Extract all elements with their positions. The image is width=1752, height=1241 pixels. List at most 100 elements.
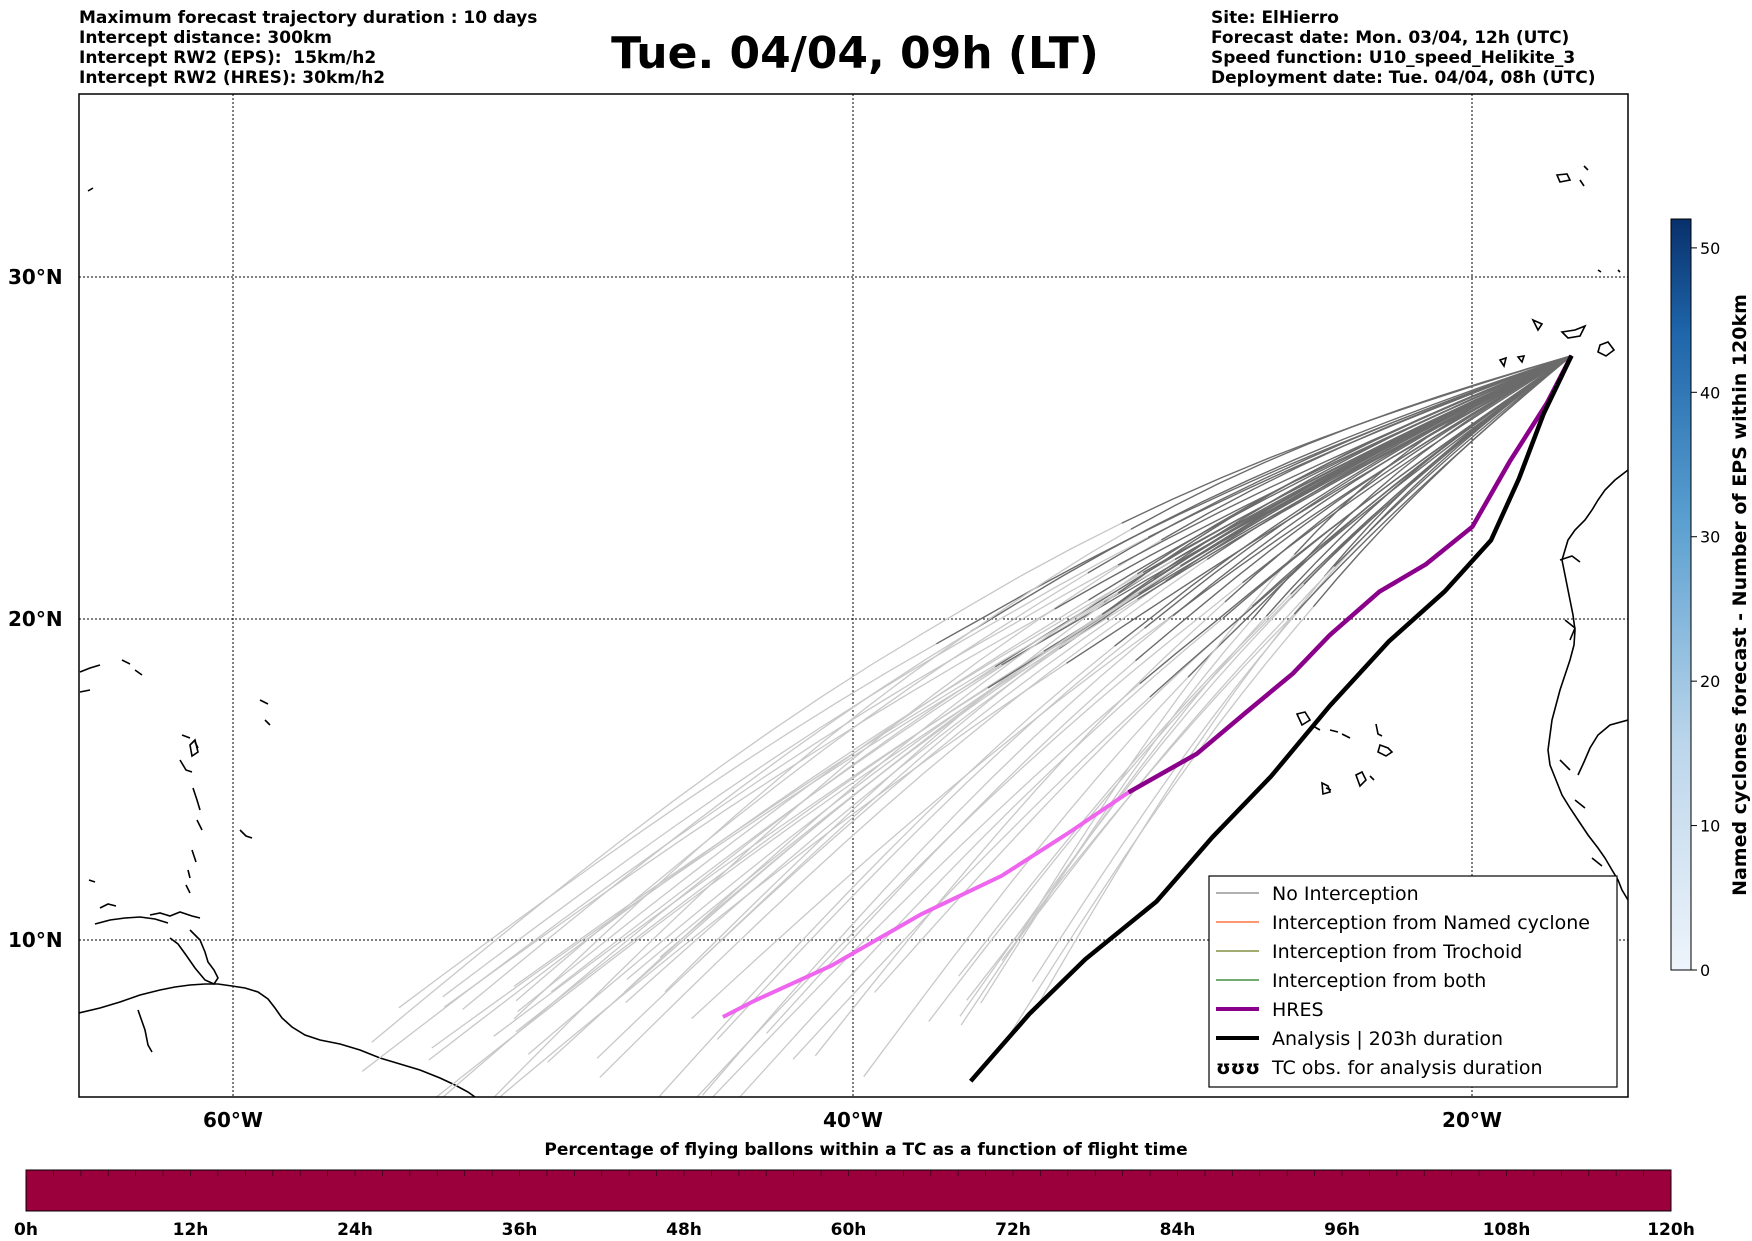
ensemble-track-late	[547, 613, 1103, 1063]
ensemble-track-late	[711, 683, 1141, 1097]
colorbar-right-tick-label: 20	[1700, 672, 1720, 691]
ensemble-track-late	[874, 606, 1253, 993]
ensemble-track-late	[599, 558, 1208, 1078]
legend-label: No Interception	[1272, 883, 1419, 905]
lat-label-20n: 20°N	[8, 607, 63, 631]
ensemble-track-late	[792, 696, 1151, 1060]
map-frame	[78, 93, 1629, 1098]
ensemble-track	[1293, 355, 1572, 615]
ensemble-track-late	[431, 664, 1002, 1049]
ensemble-track-late	[1016, 554, 1295, 940]
hres-track-late	[721, 752, 1198, 1019]
caribbean-islands	[94, 903, 219, 986]
ensemble-track-late	[1007, 606, 1314, 1038]
ensemble-track-late	[980, 619, 1252, 1004]
ensemble-track	[935, 355, 1572, 645]
ensemble-track	[1135, 355, 1572, 662]
ensemble-track-late	[443, 608, 1056, 1008]
ensemble-track	[987, 355, 1572, 689]
colorbar-right-tick-label: 40	[1700, 383, 1720, 402]
ensemble-track	[1066, 355, 1572, 664]
header-right-line: Speed function: U10_speed_Helikite_3	[1211, 48, 1576, 68]
lesser-antilles	[179, 738, 203, 894]
ensemble-track-late	[398, 643, 937, 1009]
bermuda-island	[87, 187, 1621, 273]
header-left-line: Intercept RW2 (EPS): 15km/h2	[79, 48, 377, 68]
ensemble-track-late	[442, 536, 1149, 998]
cape-verde-islands	[1295, 711, 1394, 796]
africa-coast	[1577, 719, 1628, 776]
colorbar-bottom-tick-label: 84h	[1160, 1220, 1196, 1240]
ensemble-track	[1147, 355, 1572, 538]
africa-coast	[1547, 469, 1628, 901]
ensemble-tracks	[361, 355, 1572, 1097]
ensemble-track	[1368, 355, 1572, 532]
analysis-track	[969, 354, 1574, 1083]
header-right-line: Deployment date: Tue. 04/04, 08h (UTC)	[1211, 68, 1596, 88]
ensemble-track-late	[702, 615, 1174, 1096]
lon-label-60w: 60°W	[203, 1108, 263, 1132]
lat-label-30n: 30°N	[8, 265, 63, 289]
ensemble-track-late	[513, 528, 1132, 1020]
header-right-line: Site: ElHierro	[1211, 8, 1339, 28]
ensemble-track	[970, 355, 1572, 632]
ensemble-track-late	[691, 618, 1169, 1020]
graticule	[79, 94, 1628, 1097]
legend: No Interception Interception from Named c…	[1208, 875, 1618, 1088]
header-left-line: Maximum forecast trajectory duration : 1…	[79, 8, 538, 28]
page-title: Tue. 04/04, 09h (LT)	[611, 28, 1099, 79]
lon-label-40w: 40°W	[823, 1108, 883, 1132]
legend-label: Interception from Trochoid	[1272, 941, 1522, 963]
lesser-antilles	[88, 829, 253, 1053]
colorbar-right-bar	[1670, 218, 1692, 971]
ensemble-track	[1333, 355, 1572, 568]
colorbar-bottom-tick-label: 120h	[1647, 1220, 1695, 1240]
ensemble-track-late	[625, 648, 1060, 1004]
caribbean-islands	[79, 659, 271, 749]
legend-label: HRES	[1272, 999, 1324, 1021]
ensemble-track	[1136, 355, 1572, 575]
colorbar-bottom-tick-label: 60h	[831, 1220, 867, 1240]
header-left-line: Intercept RW2 (HRES): 30km/h2	[79, 68, 386, 88]
colorbar-bottom-tick-label: 24h	[337, 1220, 373, 1240]
colorbar-bottom-tick-label: 108h	[1483, 1220, 1531, 1240]
hres-track-early	[1127, 354, 1574, 795]
colorbar-bottom-tick-label: 12h	[173, 1220, 209, 1240]
ensemble-track	[1101, 355, 1572, 615]
tc-symbol-icon: ʊʊʊ	[1216, 1057, 1260, 1079]
ensemble-track-late	[696, 617, 1099, 964]
madeira-islands	[1555, 165, 1602, 273]
legend-label: Interception from Named cyclone	[1272, 912, 1590, 934]
ensemble-track	[1242, 355, 1572, 584]
south-america-coast	[79, 983, 476, 1097]
colorbar-bottom-bar	[25, 1169, 1672, 1212]
legend-label: Analysis | 203h duration	[1272, 1028, 1503, 1050]
legend-box	[1208, 875, 1618, 1088]
ensemble-track	[1290, 355, 1572, 595]
ensemble-track	[1250, 355, 1572, 621]
colorbar-bottom-tick-label: 0h	[14, 1220, 38, 1240]
legend-label: TC obs. for analysis duration	[1271, 1057, 1543, 1079]
ensemble-track-late	[435, 598, 1138, 1097]
ensemble-track-late	[738, 617, 1224, 1097]
ensemble-track-late	[657, 645, 1115, 1097]
legend-label: Interception from both	[1272, 970, 1486, 992]
canary-islands	[1498, 318, 1616, 368]
ensemble-track-late	[527, 565, 1181, 1055]
ensemble-track-late	[623, 573, 1138, 993]
ensemble-track	[1179, 355, 1572, 567]
colorbar-bottom-tick-label: 36h	[502, 1220, 538, 1240]
header-left-line: Intercept distance: 300km	[79, 28, 332, 48]
coastlines	[79, 165, 1628, 1097]
ensemble-track-late	[863, 676, 1189, 1078]
ensemble-track-late	[493, 687, 989, 1037]
ensemble-track-late	[498, 662, 1067, 1097]
header-right: Site: ElHierro Forecast date: Mon. 03/04…	[1211, 8, 1596, 88]
colorbar-right-tick-label: 10	[1700, 817, 1720, 836]
ensemble-track-late	[596, 580, 1166, 1059]
africa-coast	[1559, 555, 1603, 867]
colorbar-right-label: Named cyclones forecast - Number of EPS …	[1729, 294, 1751, 896]
lon-label-20w: 20°W	[1442, 1108, 1502, 1132]
colorbar-bottom-title: Percentage of flying ballons within a TC…	[544, 1140, 1187, 1160]
